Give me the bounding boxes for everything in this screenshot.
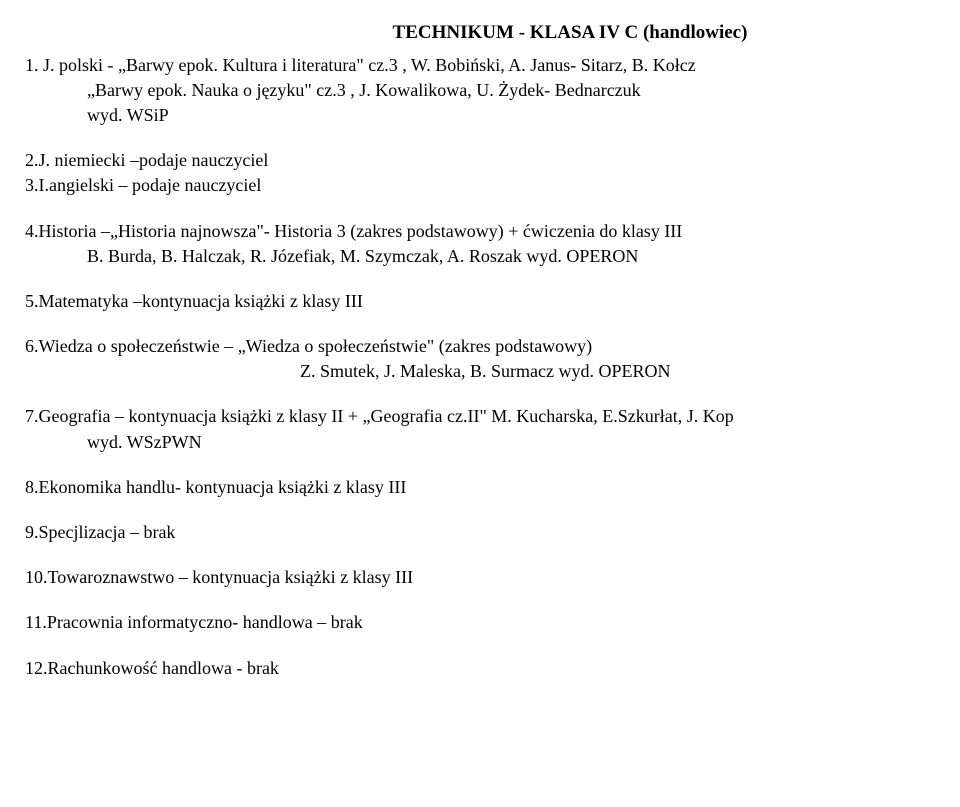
entry-4: 4.Historia –„Historia najnowsza"- Histor… — [25, 219, 935, 269]
entry-12: 12.Rachunkowość handlowa - brak — [25, 656, 935, 681]
entry-10: 10.Towaroznawstwo – kontynuacja książki … — [25, 565, 935, 590]
entry-7: 7.Geografia – kontynuacja książki z klas… — [25, 404, 935, 454]
entry-6-line-1: 6.Wiedza o społeczeństwie – „Wiedza o sp… — [25, 334, 935, 359]
page-title: TECHNIKUM - KLASA IV C (handlowiec) — [25, 20, 935, 47]
entry-1: 1. J. polski - „Barwy epok. Kultura i li… — [25, 53, 935, 129]
title-suffix: (handlowiec) — [638, 22, 747, 43]
entry-1-line-3: wyd. WSiP — [25, 103, 935, 128]
title-main: TECHNIKUM - KLASA IV C — [393, 22, 639, 43]
entry-6: 6.Wiedza o społeczeństwie – „Wiedza o sp… — [25, 334, 935, 384]
entry-7-line-2: wyd. WSzPWN — [25, 430, 935, 455]
entry-4-line-2: B. Burda, B. Halczak, R. Józefiak, M. Sz… — [25, 244, 935, 269]
entry-11: 11.Pracownia informatyczno- handlowa – b… — [25, 610, 935, 635]
entry-6-line-2: Z. Smutek, J. Maleska, B. Surmacz wyd. O… — [25, 359, 935, 384]
entry-5: 5.Matematyka –kontynuacja książki z klas… — [25, 289, 935, 314]
entry-2: 2.J. niemiecki –podaje nauczyciel — [25, 148, 935, 173]
entry-1-line-2: „Barwy epok. Nauka o języku" cz.3 , J. K… — [25, 78, 935, 103]
entry-4-line-1: 4.Historia –„Historia najnowsza"- Histor… — [25, 219, 935, 244]
entry-8: 8.Ekonomika handlu- kontynuacja książki … — [25, 475, 935, 500]
entry-7-line-1: 7.Geografia – kontynuacja książki z klas… — [25, 404, 935, 429]
entry-3: 3.I.angielski – podaje nauczyciel — [25, 173, 935, 198]
entry-1-line-1: 1. J. polski - „Barwy epok. Kultura i li… — [25, 53, 935, 78]
entry-9: 9.Specjlizacja – brak — [25, 520, 935, 545]
